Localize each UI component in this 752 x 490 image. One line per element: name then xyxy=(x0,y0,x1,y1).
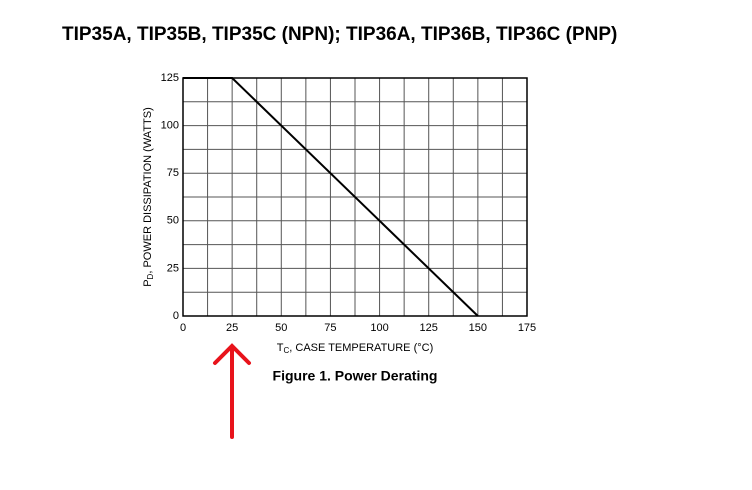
x-tick-label: 25 xyxy=(226,322,238,334)
y-tick-label: 50 xyxy=(167,215,179,227)
x-tick-label: 50 xyxy=(275,322,287,334)
y-tick-label: 0 xyxy=(173,310,179,322)
figure-caption: Figure 1. Power Derating xyxy=(273,368,438,384)
annotation-arrow xyxy=(213,343,251,439)
x-tick-label: 0 xyxy=(180,322,186,334)
y-label-rest: , POWER DISSIPATION (WATTS) xyxy=(142,107,154,273)
x-tick-label: 125 xyxy=(420,322,438,334)
y-tick-label: 100 xyxy=(161,120,179,132)
plot-frame xyxy=(182,77,528,317)
data-line xyxy=(183,77,479,317)
y-label-sub: D xyxy=(146,273,155,279)
x-axis-label: TC, CASE TEMPERATURE (°C) xyxy=(277,342,433,355)
x-tick-label: 75 xyxy=(324,322,336,334)
x-label-rest: , CASE TEMPERATURE (°C) xyxy=(289,342,433,354)
x-tick-label: 175 xyxy=(518,322,536,334)
x-tick-label: 150 xyxy=(469,322,487,334)
y-label-main: P xyxy=(142,279,154,286)
y-tick-label: 75 xyxy=(167,167,179,179)
chart-title: TIP35A, TIP35B, TIP35C (NPN); TIP36A, TI… xyxy=(62,24,617,45)
y-tick-label: 25 xyxy=(167,262,179,274)
y-axis-label: PD, POWER DISSIPATION (WATTS) xyxy=(142,107,155,287)
x-label-sub: C xyxy=(284,346,290,355)
y-tick-label: 125 xyxy=(161,72,179,84)
x-label-main: T xyxy=(277,342,284,354)
x-tick-label: 100 xyxy=(370,322,388,334)
